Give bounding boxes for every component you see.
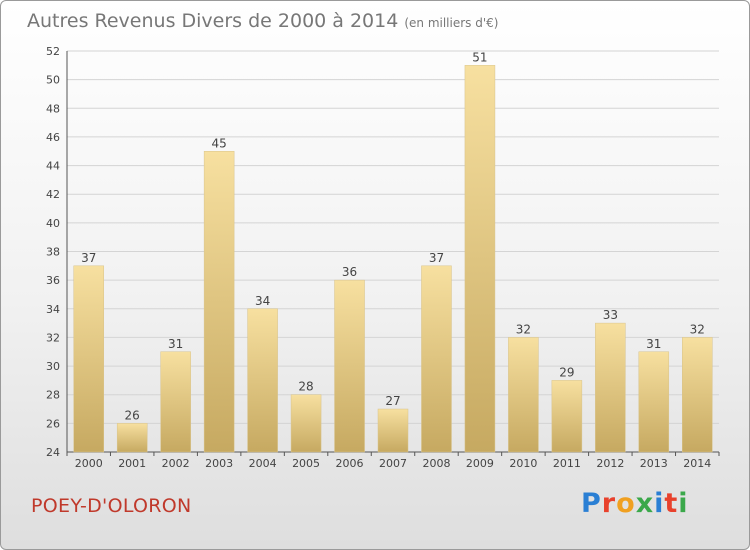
chart-title-main: Autres Revenus Divers de 2000 à 2014 [27, 10, 399, 32]
y-tick-label: 48 [46, 102, 60, 115]
bar-value-label: 45 [211, 136, 226, 150]
y-tick-label: 46 [46, 131, 60, 144]
x-tick-label: 2005 [292, 457, 320, 470]
x-tick-label: 2002 [162, 457, 190, 470]
bar-value-label: 27 [385, 394, 400, 408]
y-tick-label: 44 [46, 160, 60, 173]
bar [508, 337, 539, 453]
x-tick-label: 2011 [553, 457, 581, 470]
y-tick-label: 40 [46, 217, 60, 230]
bar [638, 351, 670, 453]
chart-title-unit: (en milliers d'€) [404, 16, 499, 30]
y-tick-label: 42 [46, 188, 60, 201]
bar-value-label: 26 [125, 408, 140, 422]
bar [203, 151, 235, 453]
bar [290, 394, 322, 453]
bar-value-label: 37 [429, 251, 444, 265]
y-tick-label: 34 [46, 303, 60, 316]
y-tick-label: 26 [46, 417, 60, 430]
bar [595, 322, 626, 453]
chart-title: Autres Revenus Divers de 2000 à 2014 (en … [27, 10, 498, 32]
proxiti-logo: Proxiti [581, 488, 689, 519]
bar [73, 265, 104, 453]
y-tick-label: 32 [46, 331, 60, 344]
logo-letter: x [635, 488, 655, 519]
x-tick-label: 2007 [379, 457, 407, 470]
bar-value-label: 29 [559, 365, 574, 379]
logo-letter: P [581, 488, 602, 519]
bar-value-label: 32 [516, 322, 531, 336]
bar [334, 279, 365, 453]
x-tick-label: 2013 [640, 457, 668, 470]
x-tick-label: 2003 [205, 457, 233, 470]
y-tick-label: 28 [46, 389, 60, 402]
bar-value-label: 31 [646, 337, 661, 351]
logo-letter: i [654, 488, 665, 519]
bar [377, 408, 409, 453]
bar-value-label: 36 [342, 265, 357, 279]
logo-letter: r [601, 488, 617, 519]
bar [464, 65, 496, 453]
y-tick-label: 30 [46, 360, 60, 373]
bar [551, 380, 583, 453]
x-tick-label: 2012 [596, 457, 624, 470]
bar [421, 265, 452, 453]
x-tick-label: 2004 [249, 457, 277, 470]
bar-value-label: 51 [472, 50, 487, 64]
bar-value-label: 34 [255, 294, 270, 308]
bar [116, 423, 148, 453]
x-tick-label: 2014 [683, 457, 711, 470]
x-tick-label: 2006 [336, 457, 364, 470]
y-tick-label: 50 [46, 74, 60, 87]
bar-value-label: 28 [298, 380, 313, 394]
bar-value-label: 33 [603, 308, 618, 322]
y-tick-label: 36 [46, 274, 60, 287]
bar-value-label: 32 [690, 322, 705, 336]
bar-value-label: 31 [168, 337, 183, 351]
bar [160, 351, 191, 453]
town-name: POEY-D'OLORON [31, 495, 192, 517]
y-tick-label: 52 [46, 45, 60, 58]
bar [682, 337, 713, 453]
x-tick-label: 2009 [466, 457, 494, 470]
logo-letter: t [664, 488, 679, 519]
x-tick-label: 2001 [118, 457, 146, 470]
x-tick-label: 2010 [509, 457, 537, 470]
logo-letter: i [678, 488, 689, 519]
y-tick-label: 38 [46, 246, 60, 259]
x-tick-label: 2008 [422, 457, 450, 470]
logo-letter: o [616, 488, 636, 519]
x-tick-label: 2000 [75, 457, 103, 470]
bar-value-label: 37 [81, 251, 96, 265]
y-tick-label: 24 [46, 446, 60, 459]
bar [247, 308, 278, 453]
